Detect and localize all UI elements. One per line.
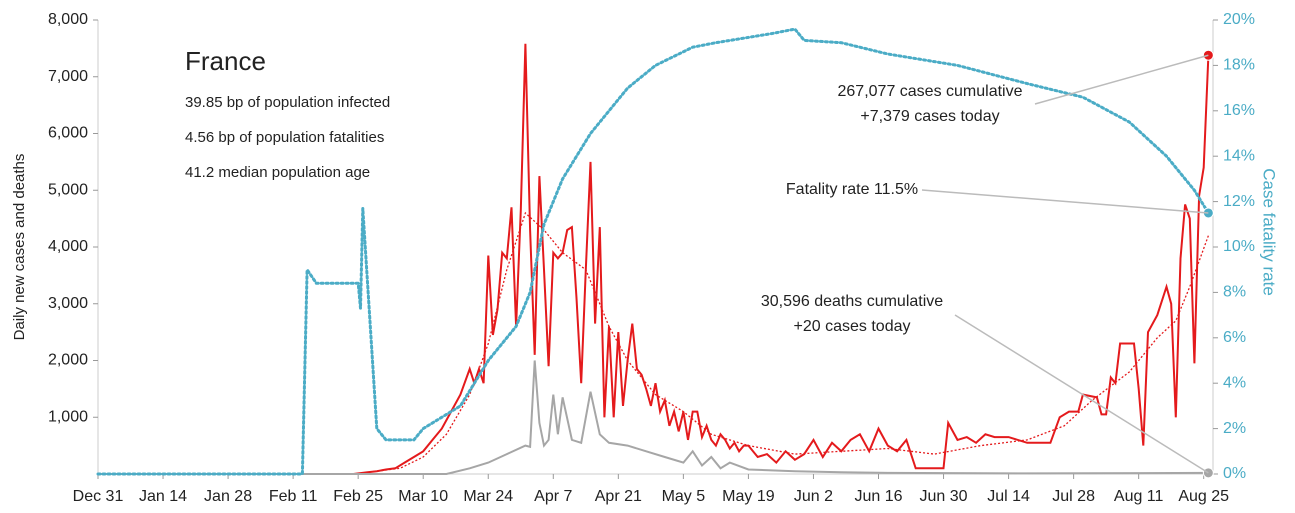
- y-axis-label: Daily new cases and deaths: [11, 154, 28, 341]
- leader-line: [1034, 54, 1209, 105]
- y2-tick-label: 6%: [1223, 329, 1246, 346]
- x-tick-label: May 19: [722, 488, 775, 505]
- x-tick-label: Mar 24: [463, 488, 513, 505]
- x-tick-label: Apr 7: [534, 488, 572, 505]
- y2-tick-label: 4%: [1223, 374, 1246, 391]
- series-line: [98, 43, 1210, 475]
- leader-line: [954, 314, 1209, 474]
- y-tick-label: 1,000: [48, 408, 88, 425]
- info-line: 4.56 bp of population fatalities: [185, 129, 384, 146]
- series-line: [98, 360, 1209, 475]
- x-tick-label: Jun 30: [920, 488, 968, 505]
- y-tick-label: 2,000: [48, 352, 88, 369]
- y2-tick-label: 8%: [1223, 284, 1246, 301]
- series-line: [353, 211, 1210, 475]
- chart-title: France: [185, 46, 266, 76]
- x-tick-label: Mar 10: [398, 488, 448, 505]
- x-tick-label: Jan 28: [204, 488, 252, 505]
- x-tick-label: Jun 2: [794, 488, 833, 505]
- info-line: 41.2 median population age: [185, 164, 370, 181]
- y2-tick-label: 10%: [1223, 238, 1255, 255]
- series-line: [96, 27, 1210, 476]
- annotation: +20 cases today: [794, 318, 911, 335]
- annotation: 267,077 cases cumulative: [838, 83, 1023, 100]
- y2-tick-label: 0%: [1223, 465, 1246, 482]
- x-tick-label: Jan 14: [139, 488, 187, 505]
- y2-tick-label: 14%: [1223, 147, 1255, 164]
- x-tick-label: Jul 14: [987, 488, 1030, 505]
- annotation: +7,379 cases today: [860, 108, 999, 125]
- x-tick-label: Aug 25: [1178, 488, 1229, 505]
- x-tick-label: Aug 11: [1114, 488, 1164, 505]
- y-tick-label: 4,000: [48, 238, 88, 255]
- y-tick-label: 5,000: [48, 181, 88, 198]
- x-tick-label: Feb 11: [269, 488, 318, 505]
- y2-tick-label: 20%: [1223, 11, 1255, 28]
- y-tick-label: 8,000: [48, 11, 88, 28]
- x-tick-label: Apr 21: [595, 488, 642, 505]
- info-line: 39.85 bp of population infected: [185, 94, 390, 111]
- annotation: 30,596 deaths cumulative: [761, 293, 943, 310]
- y-tick-label: 3,000: [48, 295, 88, 312]
- y2-tick-label: 18%: [1223, 57, 1255, 74]
- x-tick-label: Jun 16: [854, 488, 902, 505]
- y-tick-label: 6,000: [48, 125, 88, 142]
- x-tick-label: Dec 31: [73, 488, 124, 505]
- y-tick-label: 7,000: [48, 68, 88, 85]
- y2-tick-label: 2%: [1223, 420, 1246, 437]
- x-tick-label: Jul 28: [1052, 488, 1095, 505]
- y2-axis-label: Case fatality rate: [1260, 168, 1279, 296]
- y2-tick-label: 12%: [1223, 193, 1255, 210]
- x-tick-label: May 5: [662, 488, 706, 505]
- annotation: Fatality rate 11.5%: [786, 181, 918, 198]
- y2-tick-label: 16%: [1223, 102, 1255, 119]
- x-tick-label: Feb 25: [333, 488, 383, 505]
- leader-line: [921, 189, 1209, 214]
